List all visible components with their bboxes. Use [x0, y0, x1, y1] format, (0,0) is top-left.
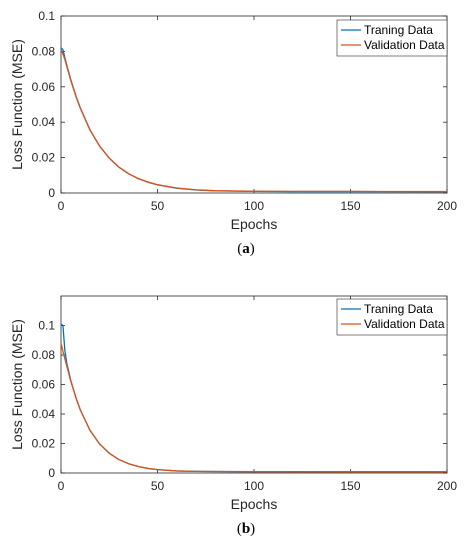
x-tick-label: 50 [151, 199, 165, 213]
y-tick-label: 0.02 [32, 437, 56, 451]
x-tick-label: 100 [244, 199, 264, 213]
legend-label: Traning Data [364, 302, 433, 316]
y-tick-label: 0.08 [32, 44, 56, 58]
y-tick-label: 0.08 [32, 348, 56, 362]
y-tick-label: 0.06 [32, 378, 56, 392]
x-tick-label: 200 [437, 479, 457, 493]
y-tick-label: 0.04 [32, 407, 56, 421]
series-line-validation [60, 49, 448, 193]
y-tick-label: 0 [48, 466, 55, 480]
series-line-validation [60, 343, 447, 473]
y-axis-label: Loss Function (MSE) [9, 319, 25, 450]
x-axis-label: Epochs [231, 216, 278, 232]
y-tick-label: 0.1 [38, 319, 55, 333]
y-tick-label: 0 [48, 186, 55, 200]
x-tick-label: 50 [151, 479, 165, 493]
legend-label: Validation Data [364, 317, 445, 331]
legend-box [336, 298, 448, 336]
x-tick-label: 200 [437, 199, 457, 213]
x-axis-label: Epochs [231, 496, 278, 512]
x-tick-label: 150 [340, 199, 360, 213]
x-tick-label: 100 [244, 479, 264, 493]
chart-b: 0 50 100 150 200 0 0.02 0.04 0.06 0.08 0.1 Epochs Lo… [9, 295, 457, 537]
y-tick-label: 0.1 [38, 9, 55, 23]
y-axis-label: Loss Function (MSE) [9, 39, 25, 170]
legend-box [336, 19, 448, 57]
legend-label: Traning Data [364, 23, 433, 37]
x-tick-label: 150 [340, 479, 360, 493]
x-tick-label: 0 [58, 479, 65, 493]
y-tick-label: 0.02 [32, 151, 56, 165]
chart-a: 0 50 100 150 200 0 0.02 0.04 0.06 0.08 0.1 Epochs Lo… [9, 9, 457, 257]
figure-caption: (a) [237, 241, 255, 257]
legend-label: Validation Data [364, 38, 445, 52]
figure-caption: (b) [237, 521, 255, 537]
y-tick-label: 0.06 [32, 80, 56, 94]
x-tick-label: 0 [58, 199, 65, 213]
y-tick-label: 0.04 [32, 115, 56, 129]
